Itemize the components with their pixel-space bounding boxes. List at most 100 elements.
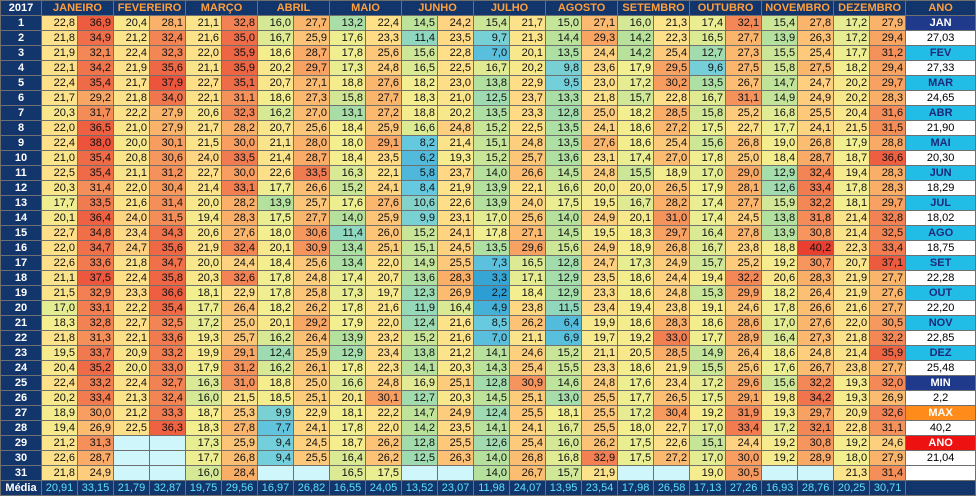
- max-temp-cell: 25,7: [221, 330, 259, 346]
- min-temp-cell: 13,5: [689, 75, 727, 91]
- max-temp-cell: 27,6: [869, 285, 907, 301]
- day-number: 15: [0, 225, 42, 241]
- max-temp-cell: 28,3: [869, 165, 907, 181]
- max-temp-cell: 25,6: [293, 255, 331, 271]
- min-temp-cell: 17,7: [689, 330, 727, 346]
- min-temp-cell: 11,4: [401, 30, 439, 46]
- day-number: 26: [0, 390, 42, 406]
- max-temp-cell: 26,8: [509, 450, 547, 466]
- min-temp-cell: 17,0: [761, 315, 799, 331]
- max-temp-cell: 28,3: [869, 180, 907, 196]
- annual-value: 2,2: [905, 390, 977, 406]
- average-min-cell: 16,93: [761, 480, 799, 496]
- min-temp-cell: 19,5: [41, 345, 78, 361]
- min-temp-cell: 21,4: [833, 225, 871, 241]
- average-max-cell: 26,82: [293, 480, 331, 496]
- max-temp-cell: 22,8: [437, 45, 475, 61]
- min-temp-cell: 12,9: [545, 285, 583, 301]
- annual-value: 18,75: [905, 240, 977, 256]
- min-temp-cell: 20,1: [329, 390, 367, 406]
- empty-cell: [617, 465, 655, 481]
- annual-value: 22,85: [905, 330, 977, 346]
- average-min-cell: 19,75: [185, 480, 223, 496]
- max-temp-cell: 30,9: [293, 240, 331, 256]
- day-number: 16: [0, 240, 42, 256]
- min-temp-cell: 17,2: [689, 375, 727, 391]
- max-temp-cell: 27,1: [581, 15, 619, 31]
- max-temp-cell: 28,3: [797, 270, 835, 286]
- average-max-cell: 29,56: [221, 480, 259, 496]
- min-temp-cell: 21,8: [833, 330, 871, 346]
- day-row: 7 20,3 31,7 22,2 27,9 20,6 32,3 16,2 27,0 13,1 27,…: [0, 105, 977, 121]
- max-temp-cell: 25,4: [653, 135, 691, 151]
- max-temp-cell: 27,7: [869, 300, 907, 316]
- min-temp-cell: 18,6: [617, 360, 655, 376]
- min-temp-cell: 15,6: [689, 135, 727, 151]
- annual-value: 20,30: [905, 150, 977, 166]
- day-number: 6: [0, 90, 42, 106]
- max-temp-cell: 26,7: [725, 75, 763, 91]
- average-max-cell: 24,05: [365, 480, 403, 496]
- min-temp-cell: 19,8: [761, 390, 799, 406]
- max-temp-cell: 24,5: [725, 210, 763, 226]
- max-temp-cell: 29,7: [869, 75, 907, 91]
- max-temp-cell: 19,5: [581, 225, 619, 241]
- max-temp-cell: 24,5: [437, 240, 475, 256]
- min-temp-cell: 19,4: [185, 210, 223, 226]
- max-temp-cell: 22,9: [509, 75, 547, 91]
- max-temp-cell: 22,0: [365, 255, 403, 271]
- max-temp-cell: 26,2: [365, 450, 403, 466]
- min-temp-cell: 22,7: [41, 225, 78, 241]
- max-temp-cell: 22,2: [365, 405, 403, 421]
- day-row: 23 19,5 33,7 20,9 33,2 19,9 29,1 12,4 25,9 12,9 23…: [0, 345, 977, 361]
- max-temp-cell: 26,4: [221, 300, 259, 316]
- max-temp-cell: 31,4: [869, 465, 907, 481]
- min-temp-cell: 15,2: [473, 150, 511, 166]
- max-temp-cell: 30,4: [653, 405, 691, 421]
- min-temp-cell: 18,4: [329, 120, 367, 136]
- min-temp-cell: 14,4: [545, 30, 583, 46]
- day-row: 5 22,4 35,4 21,7 37,9 22,7 35,1 20,7 27,1 18,8 27,…: [0, 75, 977, 91]
- min-temp-cell: 9,8: [545, 60, 583, 76]
- max-temp-cell: 22,9: [221, 285, 259, 301]
- max-temp-cell: 19,7: [581, 330, 619, 346]
- min-temp-cell: 9,7: [473, 30, 511, 46]
- min-temp-cell: 22,8: [41, 15, 78, 31]
- min-temp-cell: 12,8: [401, 435, 439, 451]
- day-number: 13: [0, 195, 42, 211]
- min-temp-cell: 21,2: [113, 30, 150, 46]
- empty-cell: [401, 465, 439, 481]
- min-temp-cell: 14,5: [545, 165, 583, 181]
- day-row: 13 17,7 33,5 21,6 31,4 20,0 28,2 13,9 25,7 17,6 27…: [0, 195, 977, 211]
- empty-cell: [148, 450, 187, 466]
- min-temp-cell: 18,6: [689, 315, 727, 331]
- max-temp-cell: 25,5: [581, 405, 619, 421]
- max-temp-cell: 31,7: [77, 105, 114, 121]
- max-temp-cell: 27,1: [293, 75, 331, 91]
- max-temp-cell: 21,7: [509, 15, 547, 31]
- max-temp-cell: 21,4: [437, 135, 475, 151]
- max-temp-cell: 25,0: [221, 315, 259, 331]
- max-temp-cell: 23,3: [581, 360, 619, 376]
- max-temp-cell: 30,0: [725, 450, 763, 466]
- min-temp-cell: 13,4: [329, 240, 367, 256]
- min-temp-cell: 22,3: [833, 240, 871, 256]
- day-number: 31: [0, 465, 42, 481]
- min-temp-cell: 18,2: [617, 105, 655, 121]
- max-temp-cell: 19,3: [437, 150, 475, 166]
- max-temp-cell: 32,9: [581, 450, 619, 466]
- min-temp-cell: 7,7: [257, 420, 295, 436]
- max-temp-cell: 24,8: [509, 135, 547, 151]
- min-temp-cell: 17,0: [689, 420, 727, 436]
- min-temp-cell: 18,6: [257, 45, 295, 61]
- max-temp-cell: 16,4: [437, 300, 475, 316]
- max-temp-cell: 32,2: [869, 330, 907, 346]
- min-temp-cell: 17,8: [761, 300, 799, 316]
- day-number: 9: [0, 135, 42, 151]
- min-temp-cell: 20,3: [41, 180, 78, 196]
- min-temp-cell: 12,6: [473, 435, 511, 451]
- min-temp-cell: 18,3: [617, 225, 655, 241]
- max-temp-cell: 24,4: [221, 255, 259, 271]
- min-temp-cell: 23,8: [833, 360, 871, 376]
- min-temp-cell: 16,7: [257, 30, 295, 46]
